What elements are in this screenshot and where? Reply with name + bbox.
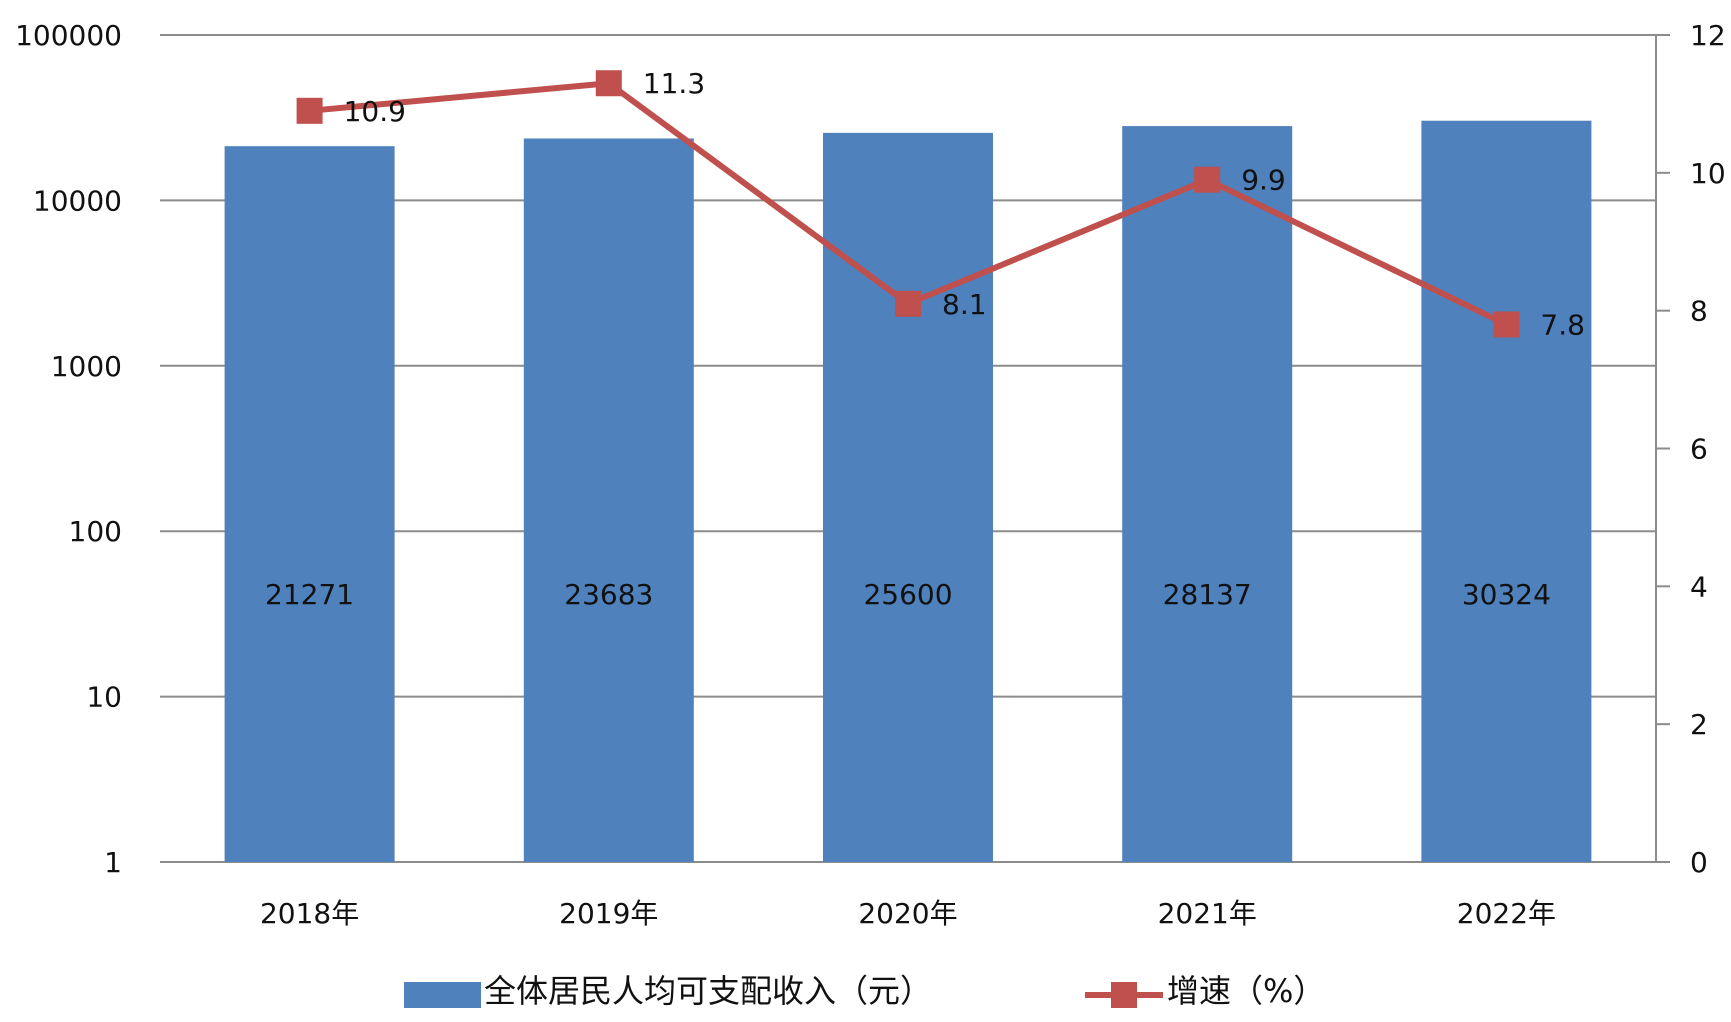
growth-value-label: 8.1 [942, 288, 987, 321]
y-left-tick-label: 1 [104, 846, 122, 879]
y-right-tick-label: 12 [1690, 19, 1726, 52]
legend-bar-swatch [404, 982, 481, 1008]
y-left-tick-label: 1000 [51, 350, 122, 383]
legend-line-label: 增速（%） [1167, 972, 1325, 1010]
bar-value-label: 25600 [863, 578, 952, 611]
y-right-tick-label: 4 [1690, 570, 1708, 603]
x-tick-label: 2022年 [1457, 897, 1556, 930]
growth-point [1493, 311, 1520, 338]
bar [1421, 120, 1592, 862]
growth-point [1194, 166, 1221, 193]
y-left-tick-label: 100000 [15, 19, 122, 52]
y-right-tick-label: 10 [1690, 157, 1726, 190]
legend-line-marker [1111, 982, 1137, 1008]
y-right-tick-label: 0 [1690, 846, 1708, 879]
bar-value-label: 28137 [1163, 578, 1252, 611]
x-tick-label: 2020年 [858, 897, 957, 930]
growth-value-label: 7.8 [1540, 308, 1585, 341]
bars-layer [224, 120, 1592, 863]
growth-value-label: 11.3 [643, 67, 705, 100]
bar [523, 138, 694, 863]
bar [224, 146, 395, 862]
growth-point [595, 70, 622, 97]
growth-point [296, 97, 323, 124]
legend: 全体居民人均可支配收入（元） 增速（%） [404, 972, 1325, 1010]
y-right-tick-label: 2 [1690, 708, 1708, 741]
line-layer [296, 70, 1520, 338]
x-tick-label: 2018年 [260, 897, 359, 930]
axes-layer [1655, 34, 1670, 863]
x-tick-label: 2019年 [559, 897, 658, 930]
growth-value-label: 10.9 [344, 95, 406, 128]
y-right-tick-label: 8 [1690, 295, 1708, 328]
bar [823, 132, 993, 863]
labels-layer: 1 10 100 1000 10000 100000 0 2 4 6 8 10 12 21271 2018年… [15, 19, 1726, 930]
bar-value-label: 23683 [564, 578, 653, 611]
y-left-tick-label: 10 [86, 681, 122, 714]
growth-value-label: 9.9 [1241, 164, 1286, 197]
bar-value-label: 21271 [265, 578, 354, 611]
bar [1122, 126, 1293, 862]
legend-bar-label: 全体居民人均可支配收入（元） [484, 972, 932, 1010]
growth-point [895, 290, 921, 317]
y-left-tick-label: 100 [69, 515, 122, 548]
y-right-tick-label: 6 [1690, 433, 1708, 466]
y-left-tick-label: 10000 [33, 184, 122, 217]
bar-value-label: 30324 [1462, 578, 1551, 611]
x-tick-label: 2021年 [1158, 897, 1257, 930]
